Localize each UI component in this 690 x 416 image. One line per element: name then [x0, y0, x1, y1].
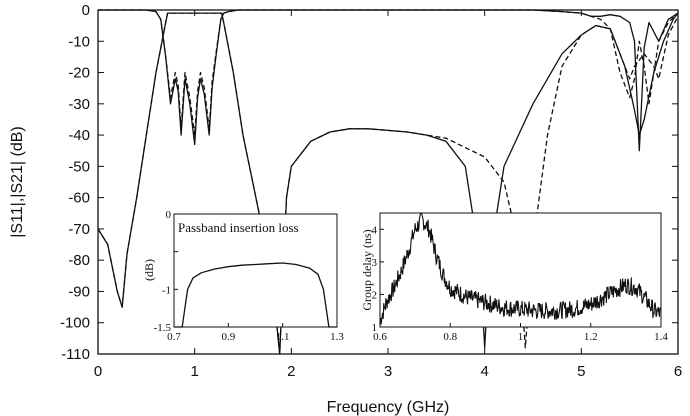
- inset1-x-tick-label: 0.9: [221, 331, 235, 343]
- main-y-axis-label: |S11|,|S21| (dB): [9, 126, 26, 238]
- main-series: [97, 9, 679, 355]
- main-x-tick-label: 6: [674, 363, 682, 380]
- inset2-y-ticks: 1 2 3 4: [372, 224, 384, 334]
- inset2-y-tick-label: 1: [372, 322, 378, 334]
- inset-group-delay: 0.6 0.8 1 1.2 1.4 1 2 3 4 Group delay (ns): [360, 212, 668, 343]
- inset1-x-tick-label: 1.1: [276, 331, 290, 343]
- inset1-y-tick-label: -1: [162, 284, 171, 296]
- main-y-tick-label: -50: [68, 158, 90, 175]
- inset2-series: [379, 212, 662, 325]
- main-x-tick-label: 1: [190, 363, 198, 380]
- inset2-x-tick-label: 0.8: [443, 331, 457, 343]
- main-x-tick-label: 5: [577, 363, 585, 380]
- inset-insertion-loss: 0.7 0.9 1.1 1.3 0 -1 -1.5 Passband insertion …: [142, 209, 344, 343]
- inset1-y-tick-label: -1.5: [154, 322, 172, 334]
- main-y-tick-label: -70: [68, 221, 90, 238]
- main-series-line-4: [98, 9, 679, 136]
- main-x-tick-label: 3: [384, 363, 392, 380]
- inset1-title: Passband insertion loss: [178, 220, 299, 235]
- main-x-tick-label: 4: [480, 363, 488, 380]
- main-y-tick-label: -20: [68, 65, 90, 82]
- inset1-series-line: [174, 262, 337, 328]
- main-series-line-2: [97, 12, 679, 355]
- main-y-tick-label: -10: [68, 33, 90, 50]
- main-x-tick-label: 0: [94, 363, 102, 380]
- main-y-tick-label: -110: [61, 346, 90, 363]
- inset1-y-axis-label: (dB): [142, 259, 156, 281]
- inset1-series: [174, 262, 337, 328]
- main-y-tick-label: -30: [68, 96, 90, 113]
- inset1-x-tick-label: 1.3: [330, 331, 344, 343]
- inset2-x-tick-label: 1.4: [654, 331, 668, 343]
- inset2-y-tick-label: 2: [372, 289, 378, 301]
- main-x-axis-label: Frequency (GHz): [327, 399, 450, 416]
- inset1-y-tick-label: 0: [166, 209, 172, 221]
- main-x-tick-label: 2: [287, 363, 295, 380]
- main-y-tick-label: -40: [68, 127, 90, 144]
- main-y-tick-label: -100: [60, 315, 90, 332]
- inset2-y-axis-label: Group delay (ns): [360, 229, 374, 310]
- inset2-x-tick-label: 0.6: [373, 331, 387, 343]
- inset2-y-tick-label: 4: [372, 224, 378, 236]
- inset2-x-ticks: 0.6 0.8 1 1.2 1.4: [373, 323, 668, 343]
- main-y-tick-label: -90: [68, 283, 90, 300]
- main-y-ticks: 0-10-20-30-40-50-60-70-80-90-100-110: [60, 2, 678, 363]
- inset2-y-tick-label: 3: [372, 257, 378, 269]
- inset2-x-tick-label: 1: [518, 331, 524, 343]
- main-y-tick-label: -60: [68, 190, 90, 207]
- inset2-x-tick-label: 1.2: [584, 331, 598, 343]
- main-y-tick-label: 0: [82, 2, 90, 19]
- inset1-plot-frame: [173, 213, 338, 328]
- main-y-tick-label: -80: [68, 252, 90, 269]
- inset1-x-tick-label: 0.7: [167, 331, 181, 343]
- inset1-x-ticks: 0.7 0.9 1.1 1.3: [167, 323, 344, 343]
- inset2-series-line: [379, 212, 662, 325]
